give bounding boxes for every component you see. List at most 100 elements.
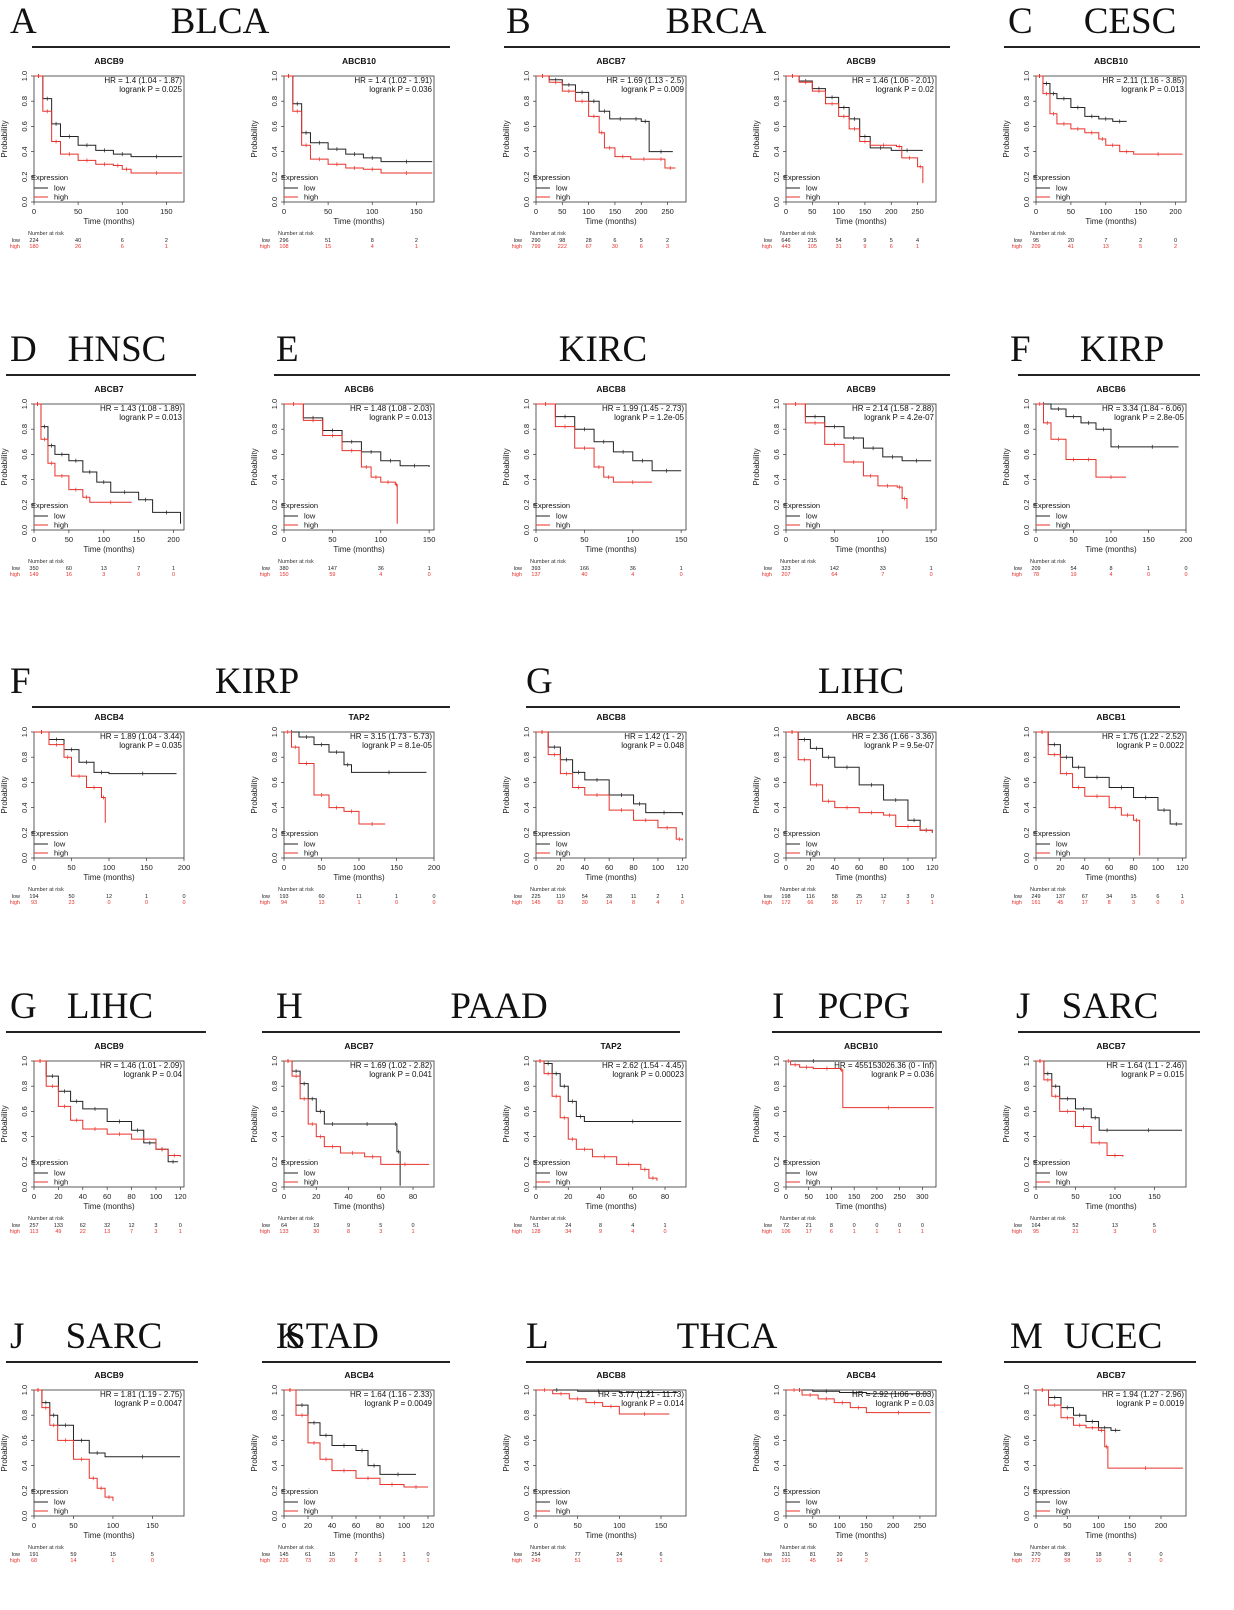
risk-count-high: 49 (55, 1229, 61, 1235)
y-tick-label: 0.2 (270, 1157, 279, 1167)
legend-label-low: low (304, 1498, 316, 1507)
y-tick-label: 0.8 (270, 752, 279, 762)
panel-cancer-type: PCPG (817, 986, 911, 1027)
panel-letter: H (276, 986, 303, 1027)
risk-count-high: 0 (1156, 900, 1159, 906)
risk-count-high: 1 (415, 244, 418, 250)
y-tick-label: 0.6 (522, 1435, 531, 1445)
y-tick-label: 0.8 (270, 424, 279, 434)
km-curve-high (536, 75, 676, 169)
risk-count-low: 36 (378, 566, 384, 572)
risk-count-low: 21 (806, 1223, 812, 1229)
y-tick-label: 1.0 (270, 1056, 279, 1066)
risk-row-label-high: high (762, 900, 772, 906)
km-curve-low (284, 403, 430, 467)
legend-label-low: low (54, 1169, 66, 1178)
km-chart-abcb9: ABCB9 0.0 0.2 0.4 0.6 0.8 1.0 Probability 0 20 40 6… (0, 1041, 187, 1235)
x-tick-label: 0 (784, 1192, 788, 1201)
legend-label-high: high (556, 1507, 570, 1516)
x-tick-label: 60 (605, 863, 613, 872)
y-tick-label: 1.0 (20, 727, 29, 737)
chart-title: ABCB4 (846, 1370, 876, 1380)
risk-count-high: 0 (151, 1558, 154, 1564)
risk-count-high: 17 (806, 1229, 812, 1235)
risk-table-title: Number at risk (780, 231, 816, 237)
hazard-ratio-text: HR = 1.46 (1.06 - 2.01) (852, 76, 934, 85)
y-tick-label: 0.0 (20, 197, 29, 207)
panel-header-i-pcpg: I PCPG (0, 985, 1234, 1045)
risk-count-high: 14 (837, 1558, 843, 1564)
panel-letter: K (276, 1316, 303, 1357)
logrank-p-text: logrank P = 0.041 (369, 1070, 432, 1079)
risk-count-high: 0 (680, 572, 683, 578)
risk-count-high: 68 (31, 1558, 37, 1564)
risk-count-low: 6 (1128, 1552, 1131, 1558)
plot-frame (283, 75, 435, 203)
hazard-ratio-text: HR = 1.4 (1.04 - 1.87) (104, 76, 182, 85)
risk-count-low: 34 (1106, 894, 1112, 900)
panel-cancer-type: KIRP (1079, 329, 1165, 370)
y-tick-label: 0.6 (20, 1435, 29, 1445)
y-tick-label: 0.4 (20, 802, 29, 812)
km-curve-high (34, 1060, 181, 1157)
chart-title: ABCB7 (1096, 1041, 1126, 1051)
risk-count-low: 290 (531, 238, 540, 244)
risk-row-label-low: low (262, 238, 270, 244)
risk-count-high: 8 (347, 1229, 350, 1235)
risk-count-high: 26 (75, 244, 81, 250)
risk-row-label-low: low (764, 238, 772, 244)
legend-title: Expression (1033, 173, 1070, 182)
plot-frame (283, 1389, 435, 1517)
risk-count-high: 2 (1174, 244, 1177, 250)
risk-count-high: 4 (379, 572, 382, 578)
risk-count-low: 72 (783, 1223, 789, 1229)
risk-count-low: 7 (1104, 238, 1107, 244)
risk-count-low: 1 (1147, 566, 1150, 572)
x-tick-label: 0 (32, 207, 36, 216)
legend-label-high: high (1056, 1507, 1070, 1516)
risk-row-label-high: high (762, 244, 772, 250)
risk-count-high: 3 (154, 1229, 157, 1235)
x-tick-label: 150 (1142, 535, 1155, 544)
km-curve-high (284, 403, 398, 524)
chart-title: ABCB9 (846, 56, 876, 66)
risk-row-label-low: low (514, 1223, 522, 1229)
logrank-p-text: logrank P = 0.0049 (365, 1399, 433, 1408)
panel-cancer-type: SARC (65, 1316, 163, 1357)
x-tick-label: 200 (635, 207, 648, 216)
risk-row-label-high: high (260, 1558, 270, 1564)
hazard-ratio-text: HR = 1.75 (1.22 - 2.52) (1102, 732, 1184, 741)
risk-count-low: 18 (1095, 1552, 1101, 1558)
legend-label-high: high (54, 1507, 68, 1516)
risk-count-high: 106 (781, 1229, 790, 1235)
risk-row-label-high: high (512, 1229, 522, 1235)
risk-count-low: 1 (395, 894, 398, 900)
y-tick-label: 0.2 (1022, 1486, 1031, 1496)
legend-label-high: high (54, 193, 68, 202)
risk-table-title: Number at risk (28, 887, 64, 893)
y-axis-label: Probability (502, 448, 511, 485)
x-axis-label: Time (months) (585, 873, 637, 882)
risk-table-title: Number at risk (530, 1545, 566, 1551)
risk-count-high: 0 (1159, 1558, 1162, 1564)
y-tick-label: 0.4 (1022, 474, 1031, 484)
x-tick-label: 100 (375, 535, 388, 544)
risk-count-high: 3 (402, 1558, 405, 1564)
panel-header-rule (6, 374, 196, 376)
x-tick-label: 40 (596, 1192, 604, 1201)
plot-frame (535, 1389, 687, 1517)
y-axis-label: Probability (1002, 448, 1011, 485)
risk-count-high: 161 (1031, 900, 1040, 906)
km-curve-high (536, 1060, 658, 1181)
km-curve-low (786, 731, 933, 833)
risk-count-high: 94 (281, 900, 287, 906)
y-tick-label: 0.2 (270, 1486, 279, 1496)
y-axis-label: Probability (0, 1105, 9, 1142)
hazard-ratio-text: HR = 2.92 (1.06 - 8.03) (852, 1390, 934, 1399)
plot-frame (535, 75, 687, 203)
x-tick-label: 100 (582, 207, 595, 216)
chart-title: TAP2 (348, 712, 369, 722)
legend-title: Expression (783, 829, 820, 838)
x-tick-label: 80 (1129, 863, 1137, 872)
hazard-ratio-text: HR = 2.14 (1.58 - 2.88) (852, 404, 934, 413)
